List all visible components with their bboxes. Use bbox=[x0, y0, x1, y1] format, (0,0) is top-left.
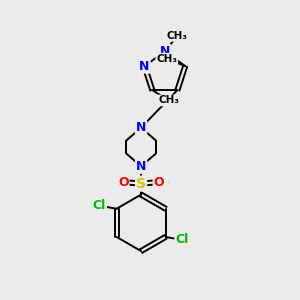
Text: CH₃: CH₃ bbox=[158, 95, 179, 105]
Text: O: O bbox=[154, 176, 164, 189]
Text: CH₃: CH₃ bbox=[167, 31, 188, 41]
Text: N: N bbox=[160, 45, 170, 58]
Text: N: N bbox=[136, 121, 146, 134]
Text: O: O bbox=[118, 176, 129, 189]
Text: S: S bbox=[136, 177, 146, 190]
Text: Cl: Cl bbox=[93, 199, 106, 212]
Text: CH₃: CH₃ bbox=[156, 54, 177, 64]
Text: N: N bbox=[136, 160, 146, 173]
Text: Cl: Cl bbox=[175, 233, 188, 246]
Text: N: N bbox=[139, 60, 150, 73]
